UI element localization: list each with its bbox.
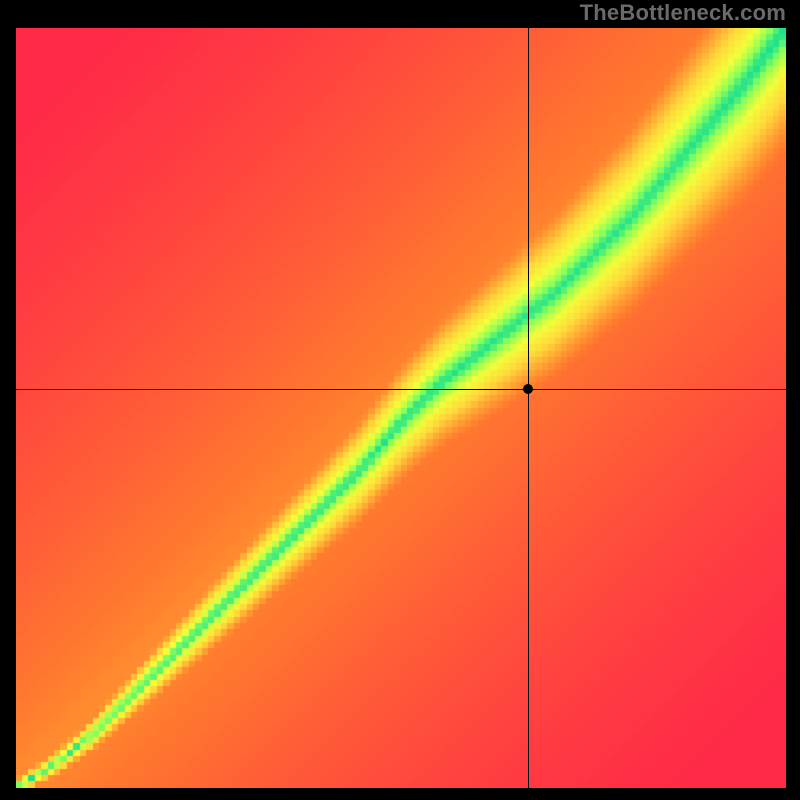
chart-container: TheBottleneck.com [0,0,800,800]
watermark-label: TheBottleneck.com [580,0,786,26]
plot-area [16,28,786,788]
marker-dot [523,384,533,394]
crosshair-horizontal [16,389,786,390]
crosshair-vertical [528,28,529,788]
bottleneck-heatmap [16,28,786,788]
